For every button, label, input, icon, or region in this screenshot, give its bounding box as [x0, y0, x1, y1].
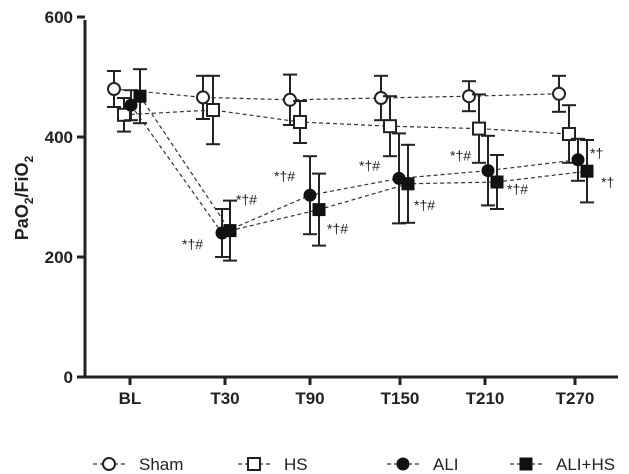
legend-marker: [247, 457, 261, 471]
series-hs: [117, 74, 576, 164]
legend-label: Sham: [139, 455, 183, 474]
legend-label: HS: [284, 455, 308, 474]
series-ali-hs: [133, 68, 594, 262]
x-tick-label: T30: [210, 389, 239, 408]
significance-annotation: *†#: [507, 181, 528, 197]
x-tick-label: T210: [466, 389, 505, 408]
data-point: [490, 175, 504, 189]
significance-annotation: *†#: [359, 157, 380, 173]
series-ali: [124, 89, 585, 258]
legend-item: Sham: [93, 455, 183, 474]
data-point: [206, 103, 220, 117]
significance-annotation: *†#: [450, 148, 471, 164]
y-ticks: 0 200 400 600: [45, 8, 85, 387]
y-title-sub1: 2: [22, 197, 36, 204]
data-point: [196, 90, 210, 105]
legend-item: HS: [238, 455, 308, 474]
data-point: [401, 177, 415, 191]
x-tick-label: T150: [381, 389, 420, 408]
data-point: [462, 89, 476, 104]
data-point: [472, 121, 486, 136]
data-point: [552, 86, 566, 101]
significance-annotation: *†#: [182, 236, 203, 252]
series-layer: [107, 68, 594, 262]
data-point: [481, 164, 495, 178]
legend-marker: [519, 457, 533, 471]
series-line: [139, 95, 588, 232]
data-point: [283, 92, 297, 107]
significance-annotation: *†#: [327, 221, 348, 237]
y-tick-label: 0: [64, 368, 73, 387]
y-title-sub2: 2: [22, 155, 36, 162]
data-point: [223, 224, 237, 238]
y-tick-label: 200: [45, 248, 73, 267]
legend-label: ALI: [433, 455, 459, 474]
series-line: [113, 88, 560, 101]
data-point: [293, 115, 307, 129]
legend-item: ALI: [387, 455, 459, 474]
y-axis-title: PaO2/FiO2: [12, 155, 36, 240]
series-sham: [107, 70, 566, 126]
legend-marker: [102, 457, 116, 471]
data-point: [303, 188, 317, 202]
data-point: [580, 164, 594, 178]
chart-axes: [83, 20, 618, 379]
significance-annotation: *†#: [414, 197, 435, 213]
x-tick-label: BL: [119, 389, 142, 408]
significance-annotation: *†#: [236, 192, 257, 208]
series-line: [123, 109, 570, 135]
legend-item: ALI+HS: [510, 455, 615, 474]
x-tick-label: T90: [295, 389, 324, 408]
data-point: [133, 89, 147, 103]
legend-label: ALI+HS: [556, 455, 615, 474]
data-point: [571, 153, 585, 167]
legend-marker: [396, 457, 410, 471]
y-title-main: PaO: [12, 204, 32, 240]
annotation-layer: *†# *†# *†# *†# *†# *†# *†# *†# *† *†: [182, 145, 614, 252]
x-ticks: BL T30 T90 T150 T210 T270: [119, 377, 595, 408]
significance-annotation: *†: [601, 174, 614, 190]
data-point: [562, 127, 576, 141]
y-tick-label: 600: [45, 8, 73, 27]
series-line: [130, 104, 579, 234]
significance-annotation: *†: [590, 145, 603, 161]
data-point: [107, 82, 121, 96]
y-title-mid: /FiO: [12, 162, 32, 197]
data-point: [374, 91, 388, 105]
data-point: [383, 119, 397, 134]
y-tick-label: 400: [45, 128, 73, 147]
significance-annotation: *†#: [274, 168, 295, 184]
legend: Sham HS ALI ALI+HS: [93, 455, 615, 474]
data-point: [312, 203, 326, 217]
x-tick-label: T270: [556, 389, 595, 408]
